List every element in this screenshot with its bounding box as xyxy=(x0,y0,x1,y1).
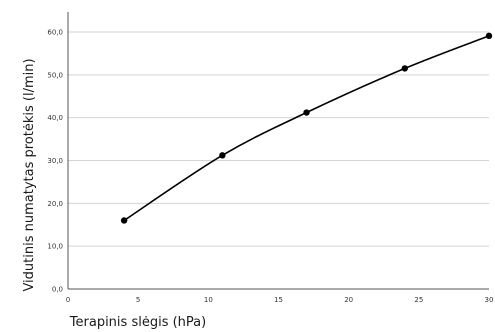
x-tick-label: 10 xyxy=(204,296,213,304)
x-tick-label: 0 xyxy=(66,296,70,304)
x-tick-label: 20 xyxy=(344,296,353,304)
x-axis-title: Terapinis slėgis (hPa) xyxy=(69,315,206,330)
x-tick-label: 30 xyxy=(485,296,494,304)
y-tick-label: 40,0 xyxy=(47,114,63,122)
y-tick-label: 0,0 xyxy=(52,286,63,294)
y-tick-label: 50,0 xyxy=(47,71,63,79)
data-point xyxy=(120,217,128,224)
y-tick-label: 20,0 xyxy=(47,200,63,208)
y-tick-labels: 0,0 10,0 20,0 30,0 40,0 50,0 60,0 xyxy=(47,29,63,294)
y-tick-label: 30,0 xyxy=(47,157,63,165)
data-point xyxy=(401,65,408,72)
x-tick-label: 25 xyxy=(414,296,423,304)
axes xyxy=(67,12,489,290)
data-point xyxy=(485,32,493,40)
data-point xyxy=(219,152,226,159)
x-tick-label: 15 xyxy=(274,296,283,304)
y-axis-title: Vidutinis numatytas protėkis (l/min) xyxy=(22,58,37,291)
x-tick-label: 5 xyxy=(136,296,140,304)
series-group xyxy=(120,32,493,224)
x-tick-labels: 0 5 10 15 20 25 30 xyxy=(66,296,494,304)
data-point xyxy=(303,109,310,116)
y-tick-label: 60,0 xyxy=(47,29,63,37)
gridlines xyxy=(68,31,489,247)
series-line xyxy=(123,35,490,222)
y-tick-label: 10,0 xyxy=(47,243,63,251)
